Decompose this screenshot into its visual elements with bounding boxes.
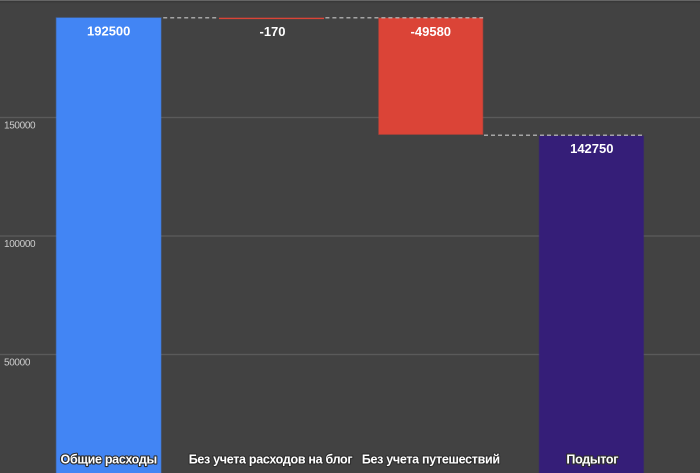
svg-text:192500: 192500 [87,24,130,39]
svg-text:Без учета путешествий: Без учета путешествий [362,453,500,467]
svg-text:50000: 50000 [4,358,31,369]
svg-text:Общие расходы: Общие расходы [61,453,157,467]
svg-text:Подытог: Подытог [566,453,618,467]
svg-text:150000: 150000 [4,121,36,132]
svg-text:142750: 142750 [570,141,613,156]
svg-text:-170: -170 [259,24,285,39]
svg-text:-49580: -49580 [411,24,451,39]
svg-text:100000: 100000 [4,239,36,250]
svg-text:Без учета расходов на блог: Без учета расходов на блог [189,453,353,467]
